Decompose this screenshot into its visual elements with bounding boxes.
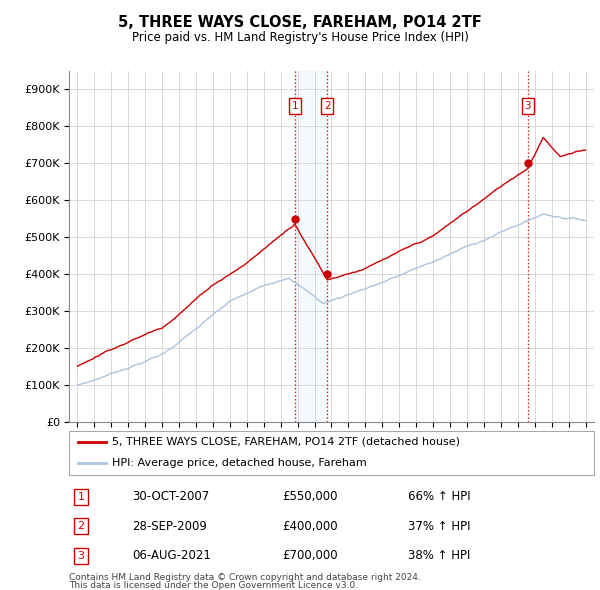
Bar	[295, 71, 327, 422]
Text: 3: 3	[77, 551, 85, 560]
Text: HPI: Average price, detached house, Fareham: HPI: Average price, detached house, Fare…	[112, 458, 367, 467]
Text: This data is licensed under the Open Government Licence v3.0.: This data is licensed under the Open Gov…	[69, 581, 358, 590]
Text: 38% ↑ HPI: 38% ↑ HPI	[408, 549, 470, 562]
Text: £400,000: £400,000	[282, 520, 338, 533]
Text: 3: 3	[524, 101, 531, 111]
Text: 1: 1	[292, 101, 298, 111]
Text: 30-OCT-2007: 30-OCT-2007	[132, 490, 209, 503]
Text: 66% ↑ HPI: 66% ↑ HPI	[408, 490, 470, 503]
Text: £700,000: £700,000	[282, 549, 338, 562]
Text: 37% ↑ HPI: 37% ↑ HPI	[408, 520, 470, 533]
Text: 2: 2	[77, 522, 85, 531]
Text: 2: 2	[324, 101, 331, 111]
Text: 1: 1	[77, 492, 85, 502]
Text: Price paid vs. HM Land Registry's House Price Index (HPI): Price paid vs. HM Land Registry's House …	[131, 31, 469, 44]
Text: 06-AUG-2021: 06-AUG-2021	[132, 549, 211, 562]
Text: 28-SEP-2009: 28-SEP-2009	[132, 520, 207, 533]
Text: Contains HM Land Registry data © Crown copyright and database right 2024.: Contains HM Land Registry data © Crown c…	[69, 572, 421, 582]
Text: 5, THREE WAYS CLOSE, FAREHAM, PO14 2TF: 5, THREE WAYS CLOSE, FAREHAM, PO14 2TF	[118, 15, 482, 30]
Text: 5, THREE WAYS CLOSE, FAREHAM, PO14 2TF (detached house): 5, THREE WAYS CLOSE, FAREHAM, PO14 2TF (…	[112, 437, 460, 447]
Text: £550,000: £550,000	[282, 490, 337, 503]
